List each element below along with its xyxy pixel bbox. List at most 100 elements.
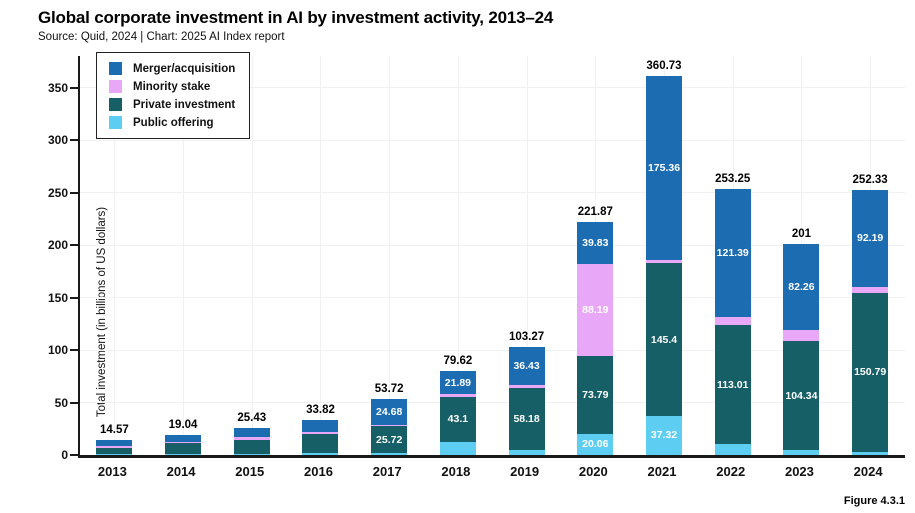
x-tick-label: 2016 <box>304 464 333 479</box>
gridline-vertical <box>526 56 528 455</box>
bar-segment-private_investment: 43.1 <box>439 396 476 442</box>
merger-acquisition-swatch-icon <box>109 62 122 75</box>
x-tick-label: 2024 <box>853 464 883 479</box>
segment-value-label: 82.26 <box>788 281 815 294</box>
x-tick-label: 2015 <box>235 464 265 479</box>
bar-segment-merger_acquisition <box>165 435 202 443</box>
x-tick-label: 2019 <box>510 464 540 479</box>
gridline-vertical <box>183 56 185 455</box>
bar-segment-minority_stake <box>852 286 889 294</box>
bar-total-label: 221.87 <box>577 206 613 219</box>
bar-segment-merger_acquisition: 39.83 <box>577 222 614 264</box>
bar-total-label: 53.72 <box>374 382 404 395</box>
segment-value-label: 25.72 <box>376 433 403 446</box>
bar-segment-private_investment: 145.4 <box>646 263 682 416</box>
bar-segment-minority_stake <box>646 260 682 264</box>
segment-value-label: 145.4 <box>650 333 678 346</box>
bar-segment-merger_acquisition <box>233 428 270 437</box>
bar-segment-public_offering <box>96 453 133 455</box>
y-tick-mark <box>70 86 78 89</box>
bar-segment-public_offering: 37.32 <box>646 415 682 455</box>
chart-source: Source: Quid, 2024 | Chart: 2025 AI Inde… <box>38 31 285 43</box>
segment-value-label: 37.32 <box>650 429 678 442</box>
x-tick-label: 2020 <box>578 464 608 479</box>
gridline-vertical <box>320 56 322 455</box>
legend-item: Merger/acquisition <box>109 62 235 75</box>
bar-segment-merger_acquisition: 36.43 <box>508 346 545 385</box>
bar-column: 25.72 24.68 53.72 <box>355 56 424 455</box>
gridline-vertical <box>389 56 391 455</box>
bar-segment-merger_acquisition: 21.89 <box>439 371 476 395</box>
legend-item-label: Minority stake <box>133 80 211 93</box>
bar-segment-public_offering <box>852 451 889 455</box>
y-tick-label: 200 <box>47 238 68 252</box>
y-tick-mark <box>70 296 78 299</box>
gridline-horizontal <box>80 87 905 88</box>
segment-value-label: 24.68 <box>376 405 403 418</box>
legend-item-label: Public offering <box>133 116 214 129</box>
segment-value-label: 39.83 <box>582 236 609 249</box>
gridline-horizontal <box>80 402 905 403</box>
y-tick-mark <box>70 244 78 246</box>
y-tick-label: 0 <box>61 448 68 462</box>
y-tick-mark <box>70 349 78 351</box>
bar-segment-public_offering <box>439 441 476 455</box>
bar-segment-merger_acquisition: 175.36 <box>646 76 682 261</box>
bar-total-label: 14.57 <box>99 423 129 436</box>
segment-value-label: 113.01 <box>716 378 749 391</box>
gridline-horizontal <box>80 244 905 246</box>
segment-value-label: 175.36 <box>647 162 681 175</box>
bar-segment-private_investment: 73.79 <box>577 356 614 434</box>
bar-segment-minority_stake: 88.19 <box>577 263 614 357</box>
bar-column: 150.79 92.19 252.33 <box>836 56 905 455</box>
segment-value-label: 121.39 <box>716 246 749 259</box>
bar-total-label: 103.27 <box>509 330 545 343</box>
bar-total-label: 253.25 <box>715 173 751 186</box>
bar-segment-private_investment <box>233 440 270 454</box>
bar-segment-public_offering: 20.06 <box>577 433 614 455</box>
bar-segment-merger_acquisition: 121.39 <box>714 189 751 317</box>
x-tick-label: 2023 <box>784 464 814 479</box>
segment-value-label: 36.43 <box>513 359 540 372</box>
bar-segment-merger_acquisition: 92.19 <box>852 190 889 287</box>
gridline-horizontal <box>80 349 905 351</box>
segment-value-label: 92.19 <box>856 232 884 245</box>
x-tick-label: 2013 <box>97 464 127 479</box>
chart-title: Global corporate investment in AI by inv… <box>38 8 554 27</box>
bar-segment-minority_stake <box>714 316 751 326</box>
bar-segment-minority_stake <box>233 436 270 441</box>
x-tick-label: 2017 <box>372 464 402 479</box>
y-tick-label: 150 <box>47 290 68 305</box>
segment-value-label: 150.79 <box>854 366 887 379</box>
gridline-horizontal <box>80 139 905 141</box>
bar-segment-public_offering <box>783 450 820 455</box>
bar-segment-private_investment <box>165 443 202 454</box>
segment-value-label: 58.18 <box>513 413 540 425</box>
bar-segment-public_offering <box>508 449 545 455</box>
bar-column: 14.57 <box>80 56 149 455</box>
bar-segment-private_investment <box>96 448 133 454</box>
bar-segment-merger_acquisition <box>302 419 339 433</box>
bar-segment-public_offering <box>165 453 202 455</box>
bar-segment-public_offering <box>302 453 339 455</box>
segment-value-label: 21.89 <box>444 376 472 389</box>
y-tick-label: 350 <box>47 80 68 95</box>
legend-item: Public offering <box>109 116 235 129</box>
bar-column: 20.06 73.79 88.19 39.83 221.87 <box>561 56 630 455</box>
bar-column: 58.18 36.43 103.27 <box>492 56 561 455</box>
legend-item: Private investment <box>109 98 235 111</box>
segment-value-label: 20.06 <box>582 438 609 451</box>
bar-total-label: 25.43 <box>237 412 267 425</box>
y-tick-mark <box>70 401 78 404</box>
private-investment-swatch-icon <box>109 98 122 111</box>
bar-segment-public_offering <box>714 443 751 455</box>
y-tick-label: 250 <box>47 185 68 200</box>
bar-segment-minority_stake <box>783 330 820 341</box>
bar-segment-minority_stake <box>165 442 202 444</box>
bar-segment-minority_stake <box>508 384 545 389</box>
gridline-horizontal <box>80 192 905 193</box>
bar-total-label: 79.62 <box>443 355 473 368</box>
bar-total-label: 19.04 <box>168 419 198 432</box>
bar-segment-minority_stake <box>96 445 133 449</box>
